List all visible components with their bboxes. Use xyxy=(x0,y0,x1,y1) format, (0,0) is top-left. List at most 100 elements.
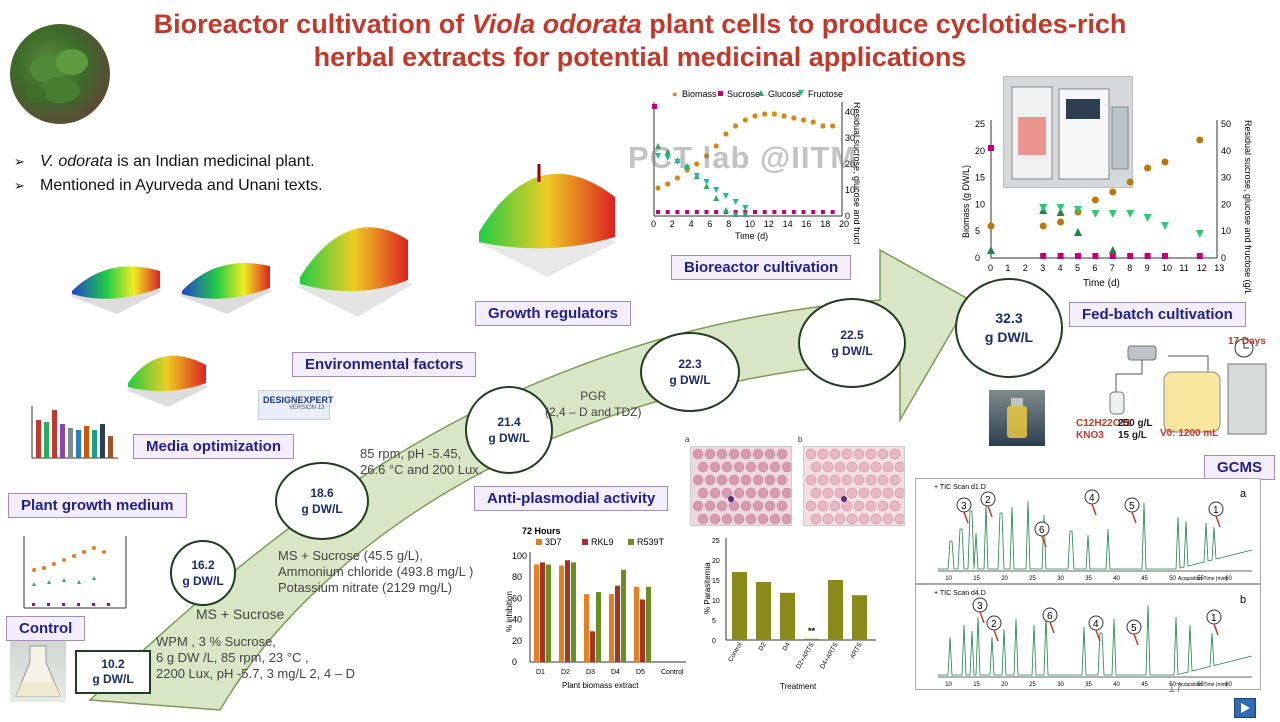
bar xyxy=(609,594,614,662)
sucrose-point xyxy=(1196,253,1203,259)
x-tick-label: 5 xyxy=(1075,263,1080,273)
y-tick-label-left: 25 xyxy=(975,119,985,129)
biomass-point xyxy=(781,113,787,119)
y-tick-label: 80 xyxy=(512,572,522,582)
chart-title: 72 Hours xyxy=(522,526,561,536)
cell xyxy=(877,500,889,512)
title-part: Bioreactor cultivation of xyxy=(153,9,472,39)
x-axis-label: Acquisition Time (min) xyxy=(1178,576,1228,582)
y-tick-label-right: 40 xyxy=(1221,146,1231,156)
sucrose-point xyxy=(675,210,680,214)
cell xyxy=(769,513,781,525)
days-text: 17 Days xyxy=(1228,336,1266,347)
x-tick-label: D4+ARTS xyxy=(819,641,840,670)
biomass-point xyxy=(1091,196,1099,204)
surface-plot-growth-regulators xyxy=(457,142,622,284)
cell xyxy=(709,461,721,473)
label-bioreactor-cultivation: Bioreactor cultivation xyxy=(671,255,852,280)
cell xyxy=(894,513,906,525)
x-tick-label: 0 xyxy=(651,219,656,229)
cell xyxy=(697,487,709,499)
peak-marker-label: 4 xyxy=(1093,619,1099,630)
glucose-point xyxy=(732,211,739,217)
glucose-point xyxy=(664,149,671,155)
surface-plot-small-a xyxy=(62,236,167,318)
micrograph-b: b xyxy=(798,435,906,526)
sucrose-point xyxy=(1057,253,1064,259)
sucrose-point xyxy=(1040,253,1047,259)
x-tick-label: Control xyxy=(727,641,744,663)
y-axis-label: % inhibition xyxy=(505,591,514,632)
y-tick-label-left: 0 xyxy=(975,253,980,263)
y-tick-label-left: 20 xyxy=(975,146,985,156)
cell xyxy=(822,461,834,473)
label-growth-regulators: Growth regulators xyxy=(475,301,632,326)
glucose-point xyxy=(1074,228,1082,236)
biomass-point xyxy=(655,185,661,191)
x-tick-label: 14 xyxy=(783,219,793,229)
x-tick-label: 30 xyxy=(1057,682,1064,688)
fructose-point xyxy=(1143,214,1152,222)
antiplasmodial-chart-svg: 72 Hours 3D7 RKL9 R539T 100 80 60 40 20 0 D1 D… xyxy=(505,526,686,690)
glucose-point xyxy=(722,207,729,213)
peak-marker-label: 5 xyxy=(1129,501,1135,512)
cell xyxy=(776,474,788,486)
x-tick-label: 35 xyxy=(1085,576,1092,582)
x-tick-label: 9 xyxy=(1145,263,1150,273)
gcms-panel-a: + TIC Scan d1.D a 3 2 6 4 5 1 10 15 20 25 30 35 40 45… xyxy=(915,478,1261,584)
x-tick-label: 13 xyxy=(1214,263,1224,273)
peak-marker-label: 4 xyxy=(1089,493,1095,504)
x-tick-label: D5 xyxy=(636,669,645,676)
x-tick-label: ARTS xyxy=(849,641,864,660)
fed-batch-chart: 0 1 2 3 4 5 6 7 8 9 10 11 12 13 25 20 15 10 5 0 50 40 30 20 10… xyxy=(955,104,1275,298)
legend-r539t-marker xyxy=(628,539,634,545)
peak-arrow xyxy=(1213,623,1219,636)
next-slide-button[interactable] xyxy=(1234,698,1256,718)
scan-title: + TIC Scan d4.D xyxy=(934,590,986,597)
cell xyxy=(752,474,764,486)
y-tick-label: 0 xyxy=(512,657,517,667)
label-control: Control xyxy=(6,616,86,641)
bar xyxy=(615,585,620,662)
cell xyxy=(889,448,901,460)
legend-3d7-marker xyxy=(536,539,542,545)
bar xyxy=(852,595,867,640)
bar xyxy=(756,582,771,640)
cell xyxy=(810,487,822,499)
glucose-point xyxy=(742,211,749,217)
title-part: plant cells to produce cyclotides-rich xyxy=(641,9,1127,39)
cell xyxy=(865,500,877,512)
fructose-point xyxy=(1161,222,1169,230)
cell xyxy=(716,448,728,460)
x-tick-label: 2 xyxy=(670,219,675,229)
cell xyxy=(810,513,822,525)
fructose-point xyxy=(713,187,720,193)
cell xyxy=(841,500,853,512)
fructose-point xyxy=(655,153,661,159)
legend-sucrose: Sucrose xyxy=(727,89,760,99)
biomass-point xyxy=(830,123,836,129)
feed-conc: 250 g/L 15 g/L xyxy=(1118,418,1153,441)
x-tick-label: 45 xyxy=(1141,576,1148,582)
arrow-bullet-icon: ➢ xyxy=(14,154,25,169)
x-tick-label: D3 xyxy=(586,669,595,676)
fructose-point xyxy=(732,199,739,205)
peak-marker-label: 6 xyxy=(1047,611,1053,622)
fructose-point xyxy=(1195,230,1204,238)
cell xyxy=(853,448,865,460)
cell xyxy=(841,448,853,460)
sucrose-point xyxy=(830,210,835,214)
gcms-panel-b: + TIC Scan d4.D b 3 2 6 4 5 1 10 15 20 25 30 35 40 45… xyxy=(915,584,1261,690)
sucrose-point xyxy=(753,210,757,214)
fructose-point xyxy=(684,165,691,171)
cell xyxy=(853,474,865,486)
peak-marker-label: 2 xyxy=(991,619,997,630)
bar xyxy=(646,586,651,662)
parasitemia-chart-svg: 25 20 15 10 5 0 Control D2 D4 D2+ARTS D4+ARTS ARTS… xyxy=(703,538,876,691)
x-tick-label: 8 xyxy=(726,219,731,229)
cell xyxy=(740,448,752,460)
cell xyxy=(728,474,740,486)
glucose-point xyxy=(987,246,995,254)
fructose-point xyxy=(1126,210,1135,218)
x-tick-label: 25 xyxy=(1029,576,1036,582)
